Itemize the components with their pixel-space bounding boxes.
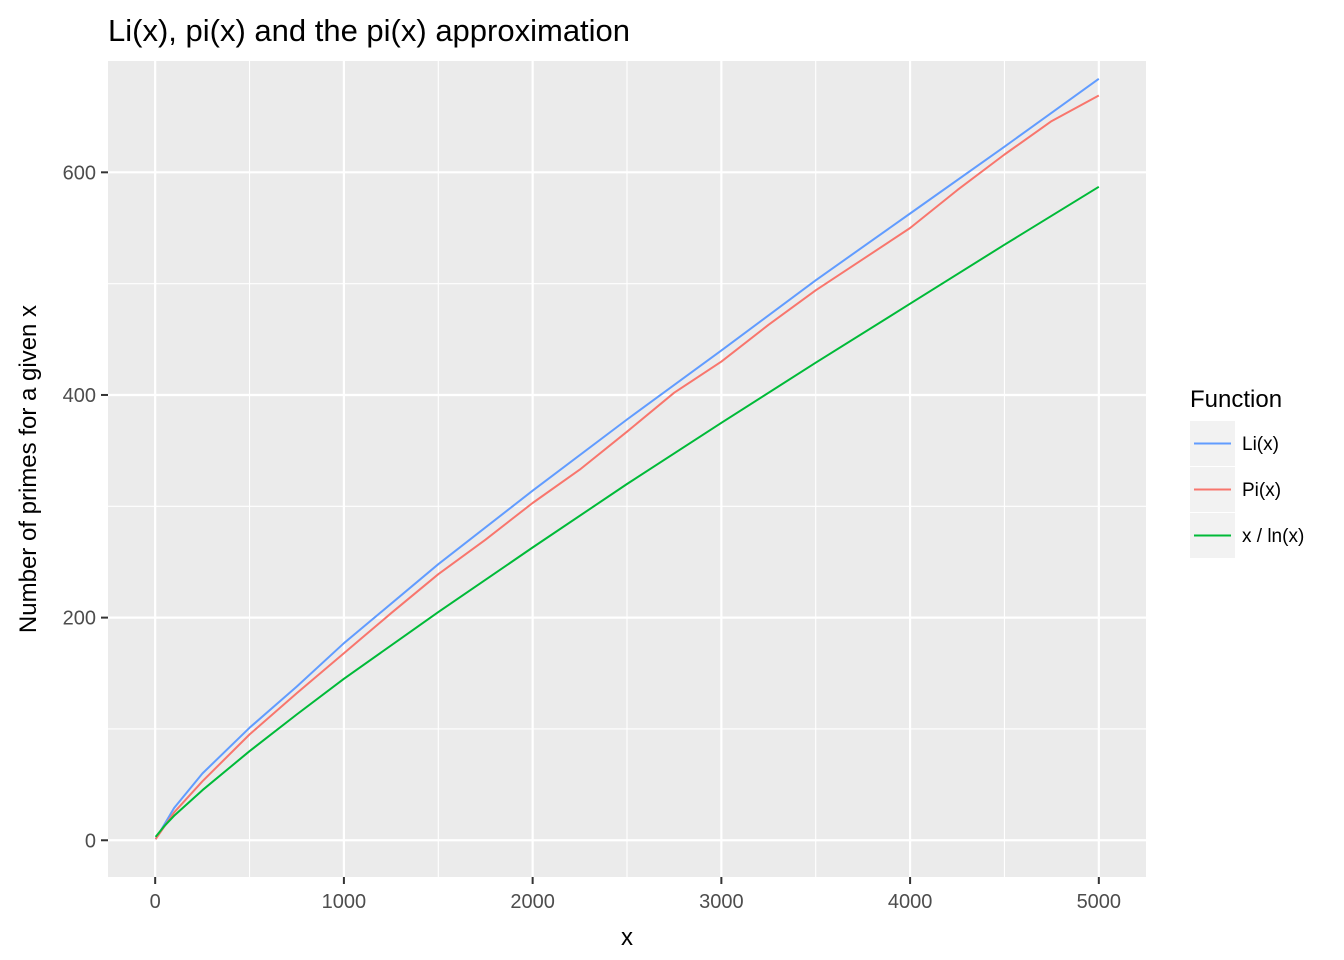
x-axis-title: x bbox=[621, 924, 633, 951]
x-tick-label: 4000 bbox=[888, 891, 933, 913]
legend-title: Function bbox=[1190, 386, 1282, 413]
minor-gridlines bbox=[108, 61, 1146, 877]
series-line-0 bbox=[154, 77, 1100, 840]
y-axis: 0 200 400 600 bbox=[63, 162, 108, 852]
y-axis-title: Number of primes for a given x bbox=[15, 305, 42, 633]
series-lines bbox=[154, 77, 1100, 840]
legend-label: Li(x) bbox=[1242, 434, 1279, 455]
x-tick-label: 5000 bbox=[1077, 891, 1122, 913]
legend-label: x / ln(x) bbox=[1242, 526, 1304, 547]
legend-label: Pi(x) bbox=[1242, 480, 1281, 501]
series-line-1 bbox=[154, 94, 1100, 840]
x-tick-label: 0 bbox=[150, 891, 161, 913]
series-line-2 bbox=[154, 185, 1100, 838]
chart-title: Li(x), pi(x) and the pi(x) approximation bbox=[108, 13, 630, 48]
x-tick-label: 2000 bbox=[510, 891, 555, 913]
major-gridlines bbox=[108, 61, 1146, 877]
x-tick-label: 1000 bbox=[322, 891, 367, 913]
y-tick-label: 200 bbox=[63, 608, 96, 630]
y-tick-label: 600 bbox=[63, 162, 96, 184]
y-tick-label: 0 bbox=[85, 830, 96, 852]
legend: Function Li(x) Pi(x) x / ln(x) bbox=[1190, 386, 1304, 558]
x-axis: 0 1000 2000 3000 4000 5000 bbox=[150, 877, 1121, 913]
x-tick-label: 3000 bbox=[699, 891, 744, 913]
y-tick-label: 400 bbox=[63, 385, 96, 407]
